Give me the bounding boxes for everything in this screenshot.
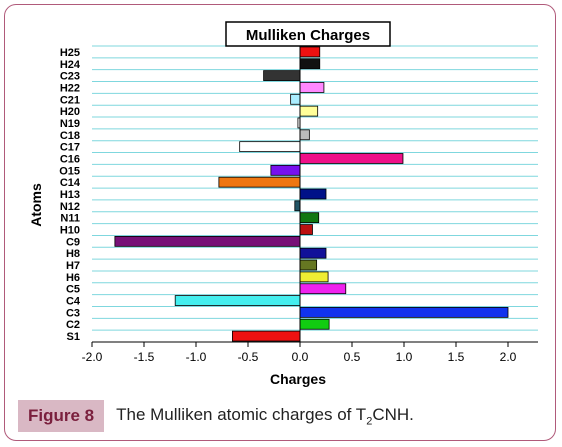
bar-H24 [299,58,321,70]
bar-H6 [299,271,329,283]
y-tick-label: C4 [66,296,81,308]
y-tick-label: C3 [66,307,80,319]
x-tick-label: 0.0 [292,350,309,364]
y-tick-label: C2 [66,319,80,331]
x-axis: -2.0 -1.5 -1.0 -0.5 0.0 0.5 1.0 1.5 2.0 [82,341,538,364]
y-tick-label: C5 [66,284,80,296]
y-tick-label: H10 [60,225,80,237]
bar-O15 [270,164,301,176]
grid-lines [92,45,538,343]
y-tick-label: H25 [60,47,80,59]
x-tick-label: 2.0 [500,350,517,364]
y-tick-label: H7 [66,260,80,272]
chart-title-box: Mulliken Charges [225,21,391,47]
y-tick-label: H20 [60,106,80,118]
x-tick-label: -0.5 [238,350,259,364]
y-tick-labels: S1C2C3C4C5H6H7H8C9H10N11N12H13C14O15C16C… [59,47,81,343]
y-axis-label: Atoms [28,183,44,227]
x-tick-label: 0.5 [344,350,361,364]
bar-C17 [239,141,301,153]
x-tick-label: 1.0 [396,350,413,364]
x-tick-label: -1.0 [186,350,207,364]
y-tick-label: N19 [60,118,80,130]
bar-N12 [294,200,301,212]
y-tick-label: S1 [67,331,80,343]
caption-text-after: CNH. [372,404,414,424]
bar-C21 [290,93,301,105]
bar-H10 [299,224,313,235]
bar-H13 [299,188,327,200]
x-axis-label: Charges [270,371,326,387]
figure-caption: Figure 8 The Mulliken atomic charges of … [18,400,414,432]
bar-N11 [299,212,320,224]
x-tick-label: -2.0 [82,350,103,364]
y-tick-label: H8 [66,248,80,260]
caption-text-before: The Mulliken atomic charges of T [116,404,367,424]
figure-frame [4,4,556,441]
caption-subscript: 2 [366,415,373,428]
y-tick-label: N11 [60,213,80,225]
bar-H8 [299,247,327,259]
y-tick-label: C23 [60,71,80,83]
bar-C5 [299,283,347,295]
bar-C3 [299,307,509,318]
y-tick-label: H22 [60,82,80,94]
y-tick-label: C17 [60,142,80,154]
bar-C18 [299,129,310,141]
bar-C23 [263,70,301,81]
bar-H20 [299,105,319,117]
y-tick-label: C21 [60,94,80,106]
mulliken-chart: S1C2C3C4C5H6H7H8C9H10N11N12H13C14O15C16C… [28,21,538,387]
y-tick-label: O15 [59,165,80,177]
figure-label: Figure 8 [18,400,105,432]
y-tick-label: C18 [60,130,80,142]
y-tick-label: H6 [66,272,80,284]
bar-C4 [174,295,301,306]
bar-H22 [299,82,325,93]
y-tick-label: H13 [60,189,80,201]
bar-C16 [299,153,404,164]
chart-title: Mulliken Charges [246,27,370,44]
y-tick-label: C9 [66,236,80,248]
figure-caption-text: The Mulliken atomic charges of T2CNH. [116,405,414,427]
bars [114,46,509,342]
x-tick-label: -1.5 [134,350,155,364]
y-tick-label: C14 [60,177,81,189]
bar-C9 [114,235,301,247]
bar-H25 [299,46,321,58]
y-tick-label: H24 [60,59,81,71]
bar-C2 [299,318,330,330]
x-tick-label: 1.5 [448,350,465,364]
bar-H7 [299,259,318,271]
y-tick-label: C16 [60,153,80,165]
bar-C14 [218,176,301,188]
y-tick-label: N12 [60,201,80,213]
bar-S1 [231,330,301,342]
